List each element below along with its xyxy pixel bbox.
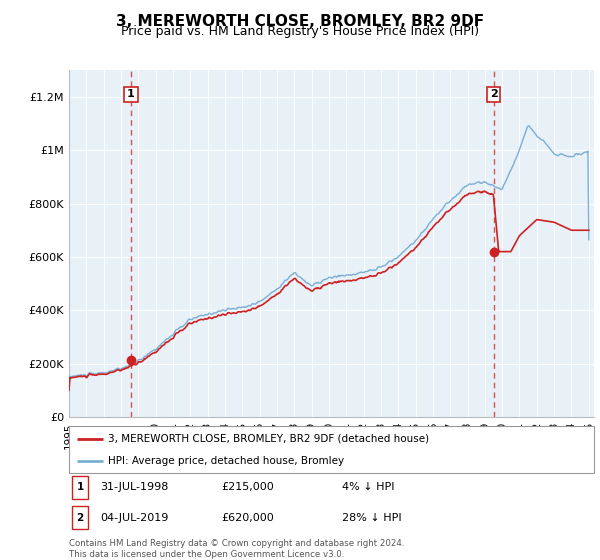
Text: Price paid vs. HM Land Registry's House Price Index (HPI): Price paid vs. HM Land Registry's House … xyxy=(121,25,479,38)
Text: 4% ↓ HPI: 4% ↓ HPI xyxy=(342,482,395,492)
Text: Contains HM Land Registry data © Crown copyright and database right 2024.: Contains HM Land Registry data © Crown c… xyxy=(69,539,404,548)
Text: 28% ↓ HPI: 28% ↓ HPI xyxy=(342,512,401,522)
Text: 1: 1 xyxy=(127,89,135,99)
Text: 2: 2 xyxy=(76,512,83,522)
Text: 3, MEREWORTH CLOSE, BROMLEY, BR2 9DF: 3, MEREWORTH CLOSE, BROMLEY, BR2 9DF xyxy=(116,14,484,29)
Text: 2: 2 xyxy=(490,89,497,99)
Text: 31-JUL-1998: 31-JUL-1998 xyxy=(101,482,169,492)
Text: 1: 1 xyxy=(76,482,83,492)
Text: 04-JUL-2019: 04-JUL-2019 xyxy=(101,512,169,522)
Bar xyxy=(71,475,88,500)
Text: 3, MEREWORTH CLOSE, BROMLEY, BR2 9DF (detached house): 3, MEREWORTH CLOSE, BROMLEY, BR2 9DF (de… xyxy=(109,434,430,444)
Text: £620,000: £620,000 xyxy=(221,512,274,522)
Bar xyxy=(71,506,88,529)
Text: £215,000: £215,000 xyxy=(221,482,274,492)
Text: This data is licensed under the Open Government Licence v3.0.: This data is licensed under the Open Gov… xyxy=(69,550,344,559)
Text: HPI: Average price, detached house, Bromley: HPI: Average price, detached house, Brom… xyxy=(109,456,344,466)
